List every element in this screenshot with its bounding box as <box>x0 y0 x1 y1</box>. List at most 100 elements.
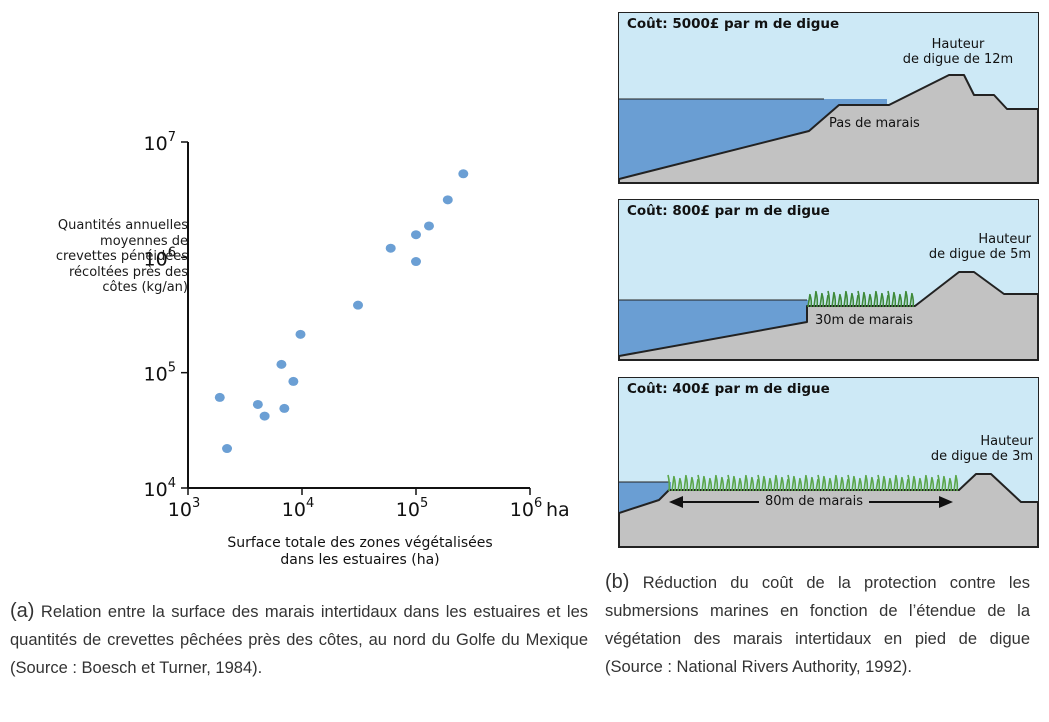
marsh-label: 80m de marais <box>764 494 864 509</box>
marsh-grass-blade <box>697 474 701 492</box>
dike-panel-no-marsh: Coût: 5000£ par m de digue Hauteur de di… <box>618 12 1039 184</box>
marsh-grass-blade <box>885 294 889 308</box>
x-tick-label: 104 <box>282 496 314 521</box>
marsh-grass-blade <box>755 478 759 492</box>
data-point <box>385 243 396 253</box>
dike-height-label: Hauteur de digue de 3m <box>859 434 1033 464</box>
data-point <box>411 230 421 240</box>
marsh-grass-blade <box>823 476 827 492</box>
y-tick-label: 106 <box>144 245 176 270</box>
marsh-grass-blade <box>805 475 809 492</box>
marsh-grass-blade <box>781 477 785 492</box>
marsh-grass-blade <box>695 478 699 492</box>
marsh-grass-blade <box>883 476 887 492</box>
dike-height-label: Hauteur de digue de 5m <box>859 232 1031 262</box>
marsh-grass-blade <box>785 478 789 492</box>
dike-height-line: de digue de 5m <box>928 247 1031 262</box>
cost-label: Coût: 400£ par m de digue <box>627 381 830 397</box>
y-tick-label: 104 <box>144 476 176 501</box>
data-point <box>279 403 290 413</box>
marsh-grass-blade <box>907 474 911 492</box>
marsh-grass-blade <box>905 478 909 492</box>
marsh-grass-blade <box>845 478 849 492</box>
marsh-grass-blade <box>863 292 867 308</box>
y-axis-label: Quantités annuelles moyennes de crevette… <box>8 218 188 296</box>
marsh-grass-blade <box>857 290 861 308</box>
marsh-grass-blade <box>869 294 873 308</box>
marsh-grass-blade <box>881 293 885 308</box>
marsh-grass-blade <box>893 292 897 308</box>
marsh-grass-blade <box>833 292 837 308</box>
marsh-grass-blade <box>851 293 855 308</box>
marsh-grass-blade <box>817 474 821 492</box>
marsh-grass-blade <box>667 474 671 492</box>
caption-text: Réduction du coût de la protection contr… <box>605 574 1030 676</box>
marsh-grass-blade <box>835 475 839 492</box>
marsh-grass-blade <box>673 476 677 492</box>
dike-height-line: de digue de 3m <box>930 449 1033 464</box>
caption-tag: (a) <box>10 600 35 622</box>
marsh-grass-blade <box>721 477 725 492</box>
data-point <box>423 221 434 231</box>
data-point <box>288 376 299 386</box>
marsh-grass-blade <box>931 477 935 492</box>
x-unit-label: ha <box>546 499 570 521</box>
y-axis-label-line: crevettes pénéidées <box>55 249 188 264</box>
caption-a: (a) Relation entre la surface des marais… <box>10 597 588 682</box>
x-tick-label: 106 <box>510 496 542 521</box>
caption-text: Relation entre la surface des marais int… <box>10 603 588 677</box>
marsh-grass-blade <box>815 291 819 308</box>
data-point <box>276 359 287 369</box>
marsh-grass-blade <box>887 290 891 308</box>
marsh-grass-blade <box>827 290 831 308</box>
marsh-grass-blade <box>955 475 959 492</box>
data-point <box>353 300 364 310</box>
x-axis-label: dans les estuaires (ha) <box>280 552 439 568</box>
marsh-label: 30m de marais <box>815 313 914 328</box>
data-point <box>295 329 306 339</box>
marsh-grass-blade <box>775 475 779 492</box>
dike-height-label: Hauteur de digue de 12m <box>883 37 1033 67</box>
y-axis-label-line: récoltées près des <box>68 264 188 280</box>
marsh-grass-blade <box>913 476 917 492</box>
marsh-grass-blade <box>935 478 939 492</box>
caption-b: (b) Réduction du coût de la protection c… <box>605 568 1030 681</box>
marsh-grass-blade <box>793 476 797 492</box>
dike-panel-80m-marsh: Coût: 400£ par m de digue Hauteur de dig… <box>618 377 1039 548</box>
y-axis-label-line: moyennes de <box>100 233 188 249</box>
marsh-grass-blade <box>943 476 947 492</box>
marsh-grass-blade <box>821 293 825 308</box>
marsh-grass-blade <box>787 474 791 492</box>
y-axis-label-line: Quantités annuelles <box>57 218 188 233</box>
marsh-grass-blade <box>799 478 803 492</box>
marsh-grass-blade <box>679 478 683 492</box>
marsh-grass-blade <box>875 478 879 492</box>
data-point <box>214 392 225 402</box>
marsh-grass-blade <box>809 294 813 308</box>
marsh-grass-blade <box>703 476 707 492</box>
marsh-label: Pas de marais <box>829 116 920 131</box>
data-point <box>442 195 453 205</box>
y-tick-label: 107 <box>144 130 176 155</box>
marsh-grass-blade <box>859 478 863 492</box>
dike-panel-30m-marsh: Coût: 800£ par m de digue Hauteur de dig… <box>618 199 1039 361</box>
y-axis-label-line: côtes (kg/an) <box>102 280 188 295</box>
marsh-grass-blade <box>925 475 929 492</box>
x-tick-label: 105 <box>396 496 428 521</box>
marsh-grass-blade <box>865 475 869 492</box>
marsh-grass-blade <box>709 478 713 492</box>
dike-height-line: Hauteur <box>931 37 985 52</box>
data-point <box>411 257 421 267</box>
marsh-grass-blade <box>871 477 875 492</box>
marsh-grass-blade <box>757 474 761 492</box>
marsh-grass-blade <box>839 294 843 308</box>
data-point <box>259 411 270 421</box>
marsh-grass-blade <box>691 477 695 492</box>
x-axis-label: Surface totale des zones végétalisées <box>227 535 492 551</box>
dike-height-line: Hauteur <box>980 434 1033 449</box>
marsh-grass-blade <box>745 475 749 492</box>
marsh-grass-blade <box>901 477 905 492</box>
marsh-grass-blade <box>815 478 819 492</box>
marsh-grass-blade <box>855 294 859 308</box>
marsh-grass-blade <box>875 291 879 308</box>
